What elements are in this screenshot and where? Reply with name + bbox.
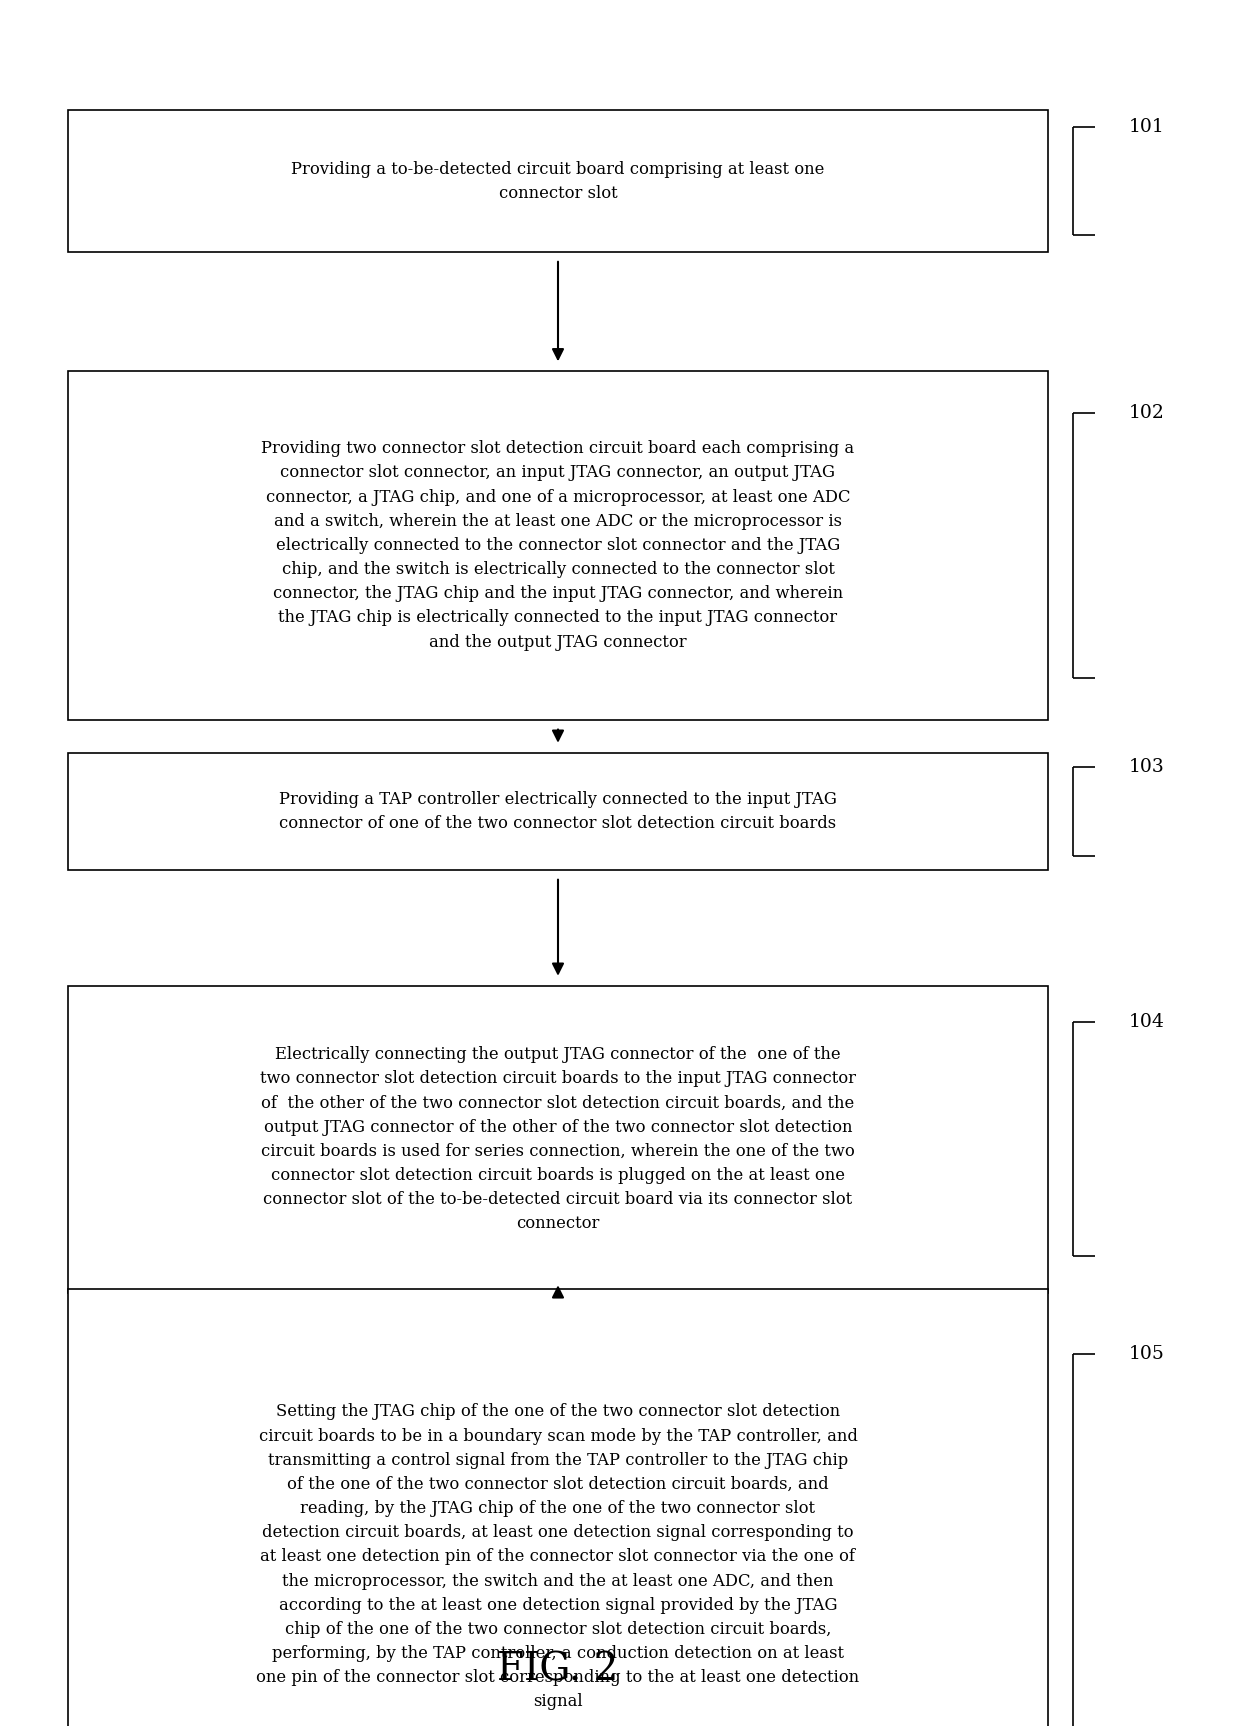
Text: 105: 105 <box>1128 1345 1164 1362</box>
Bar <box>68 753 1048 870</box>
Text: 102: 102 <box>1128 404 1164 421</box>
Text: 101: 101 <box>1128 119 1164 136</box>
Text: FIG. 2: FIG. 2 <box>497 1652 619 1688</box>
Text: 103: 103 <box>1128 758 1164 775</box>
Text: Providing a TAP controller electrically connected to the input JTAG
connector of: Providing a TAP controller electrically … <box>279 791 837 832</box>
Text: Electrically connecting the output JTAG connector of the  one of the
two connect: Electrically connecting the output JTAG … <box>260 1046 856 1232</box>
Bar <box>68 371 1048 720</box>
Text: Providing two connector slot detection circuit board each comprising a
connector: Providing two connector slot detection c… <box>262 440 854 651</box>
Text: Providing a to-be-detected circuit board comprising at least one
connector slot: Providing a to-be-detected circuit board… <box>291 161 825 202</box>
Bar <box>68 986 1048 1293</box>
Bar <box>68 110 1048 252</box>
Bar <box>68 1289 1048 1726</box>
Text: Setting the JTAG chip of the one of the two connector slot detection
circuit boa: Setting the JTAG chip of the one of the … <box>257 1403 859 1710</box>
Text: 104: 104 <box>1128 1013 1164 1032</box>
